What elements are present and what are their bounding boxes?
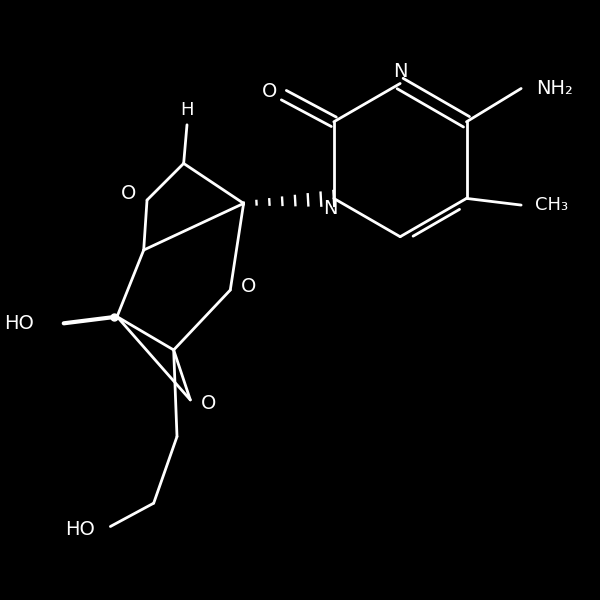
Text: O: O	[241, 277, 257, 296]
Text: NH₂: NH₂	[536, 79, 573, 98]
Text: HO: HO	[4, 314, 34, 333]
Text: O: O	[121, 184, 136, 203]
Text: CH₃: CH₃	[535, 196, 568, 214]
Text: N: N	[323, 199, 338, 218]
Text: N: N	[393, 62, 407, 81]
Text: HO: HO	[65, 520, 95, 539]
Text: H: H	[180, 101, 194, 119]
Text: O: O	[262, 82, 277, 101]
Text: O: O	[201, 394, 217, 413]
